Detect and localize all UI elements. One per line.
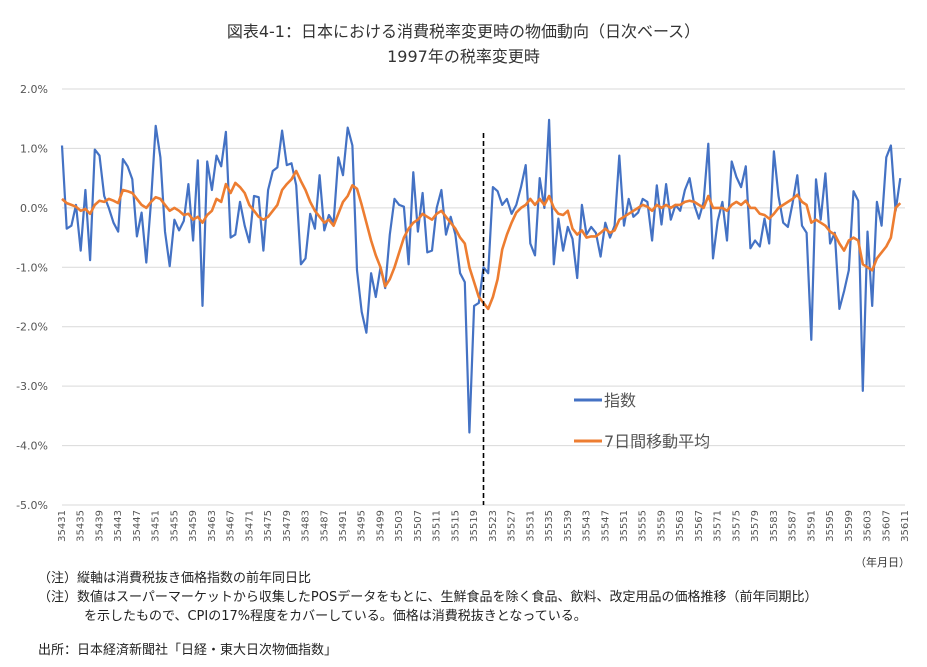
x-tick-label: 35515: [450, 510, 461, 542]
x-tick-label: 35511: [432, 510, 443, 542]
x-tick-label: 35547: [600, 510, 611, 542]
y-tick-label: 2.0%: [20, 83, 48, 96]
x-tick-label: 35591: [806, 510, 817, 542]
legend: 指数 7日間移動平均: [574, 391, 710, 451]
footnote-data-description: （注）数値はスーパーマーケットから収集したPOSデータをもとに、生鮮食品を除く食…: [38, 590, 818, 605]
series-line-moving-average: [61, 169, 902, 311]
y-tick-label: -2.0%: [16, 321, 48, 334]
x-tick-label: 35595: [825, 510, 836, 542]
x-tick-label: 35527: [507, 510, 518, 542]
x-tick-label: 35563: [675, 510, 686, 542]
chart-subtitle: 1997年の税率変更時: [387, 47, 540, 66]
x-tick-label: 35439: [94, 510, 105, 542]
x-tick-label: 35523: [488, 510, 499, 542]
x-tick-label: 35567: [694, 510, 705, 542]
x-tick-label: 35535: [544, 510, 555, 542]
x-tick-label: 35459: [188, 510, 199, 542]
x-tick-label: 35519: [469, 510, 480, 542]
x-tick-label: 35587: [788, 510, 799, 542]
series-lines: [60, 118, 902, 434]
x-tick-label: 35531: [525, 510, 536, 542]
x-tick-label: 35559: [656, 510, 667, 542]
footnote-vertical-axis: （注）縦軸は消費税抜き価格指数の前年同日比: [38, 571, 312, 586]
x-tick-label: 35443: [113, 510, 124, 542]
x-tick-label: 35487: [319, 510, 330, 542]
y-tick-label: -1.0%: [16, 261, 48, 274]
x-tick-label: 35579: [750, 510, 761, 542]
series-line-index: [60, 118, 902, 434]
x-tick-label: 35503: [394, 510, 405, 542]
x-tick-label: 35455: [169, 510, 180, 542]
legend-label: 7日間移動平均: [604, 432, 710, 451]
x-tick-label: 35483: [301, 510, 312, 542]
x-tick-label: 35475: [263, 510, 274, 542]
legend-label: 指数: [604, 391, 636, 410]
y-tick-label: 1.0%: [20, 142, 48, 155]
x-tick-label: 35447: [132, 510, 143, 542]
x-tick-label: 35555: [638, 510, 649, 542]
x-tick-label: 35499: [375, 510, 386, 542]
x-axis-unit-label: （年月日）: [855, 555, 910, 569]
x-tick-label: 35507: [413, 510, 424, 542]
x-tick-label: 35543: [582, 510, 593, 542]
x-tick-label: 35607: [881, 510, 892, 542]
x-tick-label: 35495: [357, 510, 368, 542]
x-tick-label: 35611: [900, 510, 911, 542]
y-tick-label: 0.0%: [20, 202, 48, 215]
y-tick-label: -4.0%: [16, 440, 48, 453]
y-tick-label: -5.0%: [16, 499, 48, 512]
x-tick-label: 35491: [338, 510, 349, 542]
x-tick-label: 35551: [619, 510, 630, 542]
source-note: 出所：日本経済新聞社「日経・東大日次物価指数」: [38, 643, 338, 658]
x-tick-label: 35599: [844, 510, 855, 542]
x-tick-label: 35583: [769, 510, 780, 542]
x-tick-label: 35435: [76, 510, 87, 542]
x-tick-label: 35575: [731, 510, 742, 542]
chart-title: 図表4-1：日本における消費税率変更時の物価動向（日次ベース）: [226, 22, 701, 41]
x-tick-label: 35471: [244, 510, 255, 542]
x-tick-label: 35571: [713, 510, 724, 542]
x-tick-label: 35539: [563, 510, 574, 542]
x-tick-label: 35431: [57, 510, 68, 542]
x-tick-label: 35467: [226, 510, 237, 542]
y-tick-label: -3.0%: [16, 380, 48, 393]
x-tick-label: 35603: [863, 510, 874, 542]
footnote-data-description-cont: を示したもので、CPIの17%程度をカバーしている。価格は消費税抜きとなっている…: [84, 609, 587, 624]
x-tick-label: 35463: [207, 510, 218, 542]
y-axis-ticks: 2.0% 1.0% 0.0% -1.0% -2.0% -3.0% -4.0% -5.0%: [16, 83, 48, 512]
x-axis-ticks: 35431 35435 35439 35443 35447 35451 35455 35459…: [57, 510, 911, 542]
x-tick-label: 35451: [151, 510, 162, 542]
x-tick-label: 35479: [282, 510, 293, 542]
